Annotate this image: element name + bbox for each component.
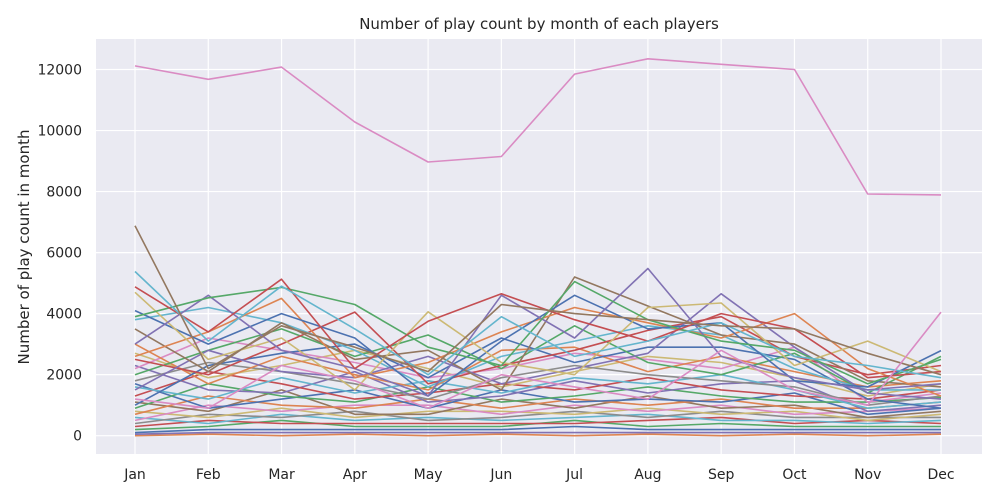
x-tick-label: Dec <box>927 467 954 483</box>
series-line-18 <box>134 361 942 407</box>
y-tick-label: 2000 <box>46 368 82 384</box>
y-axis-label: Number of play count in month <box>15 130 33 365</box>
x-tick-label: Jul <box>565 467 583 483</box>
x-tick-label: Feb <box>196 467 221 483</box>
y-tick-label: 8000 <box>46 185 82 201</box>
series-line-9 <box>134 297 942 397</box>
x-tick-label: Jun <box>489 467 512 483</box>
x-tick-label: Apr <box>343 467 367 483</box>
y-tick-label: 6000 <box>46 246 82 262</box>
series-line-15 <box>134 337 942 409</box>
x-tick-label: Jan <box>123 467 146 483</box>
series-line-10 <box>134 276 942 391</box>
series-line-1 <box>134 311 942 410</box>
series-line-35 <box>134 433 942 437</box>
chart-title: Number of play count by month of each pl… <box>359 15 719 33</box>
series-line-3 <box>134 270 942 379</box>
x-tick-label: Oct <box>782 467 807 483</box>
series-line-23 <box>134 382 942 409</box>
series-line-11 <box>134 292 942 400</box>
x-tick-label: Aug <box>634 467 661 483</box>
series-line-0 <box>134 57 942 196</box>
series-lines <box>134 57 942 437</box>
x-tick-labels: Jan Feb Mar Apr May Jun Jul Aug Sep Oct Nov Dec <box>123 467 954 483</box>
series-line-13 <box>134 311 942 385</box>
series-line-25 <box>134 395 942 416</box>
series-line-33 <box>134 425 941 434</box>
x-tick-label: May <box>414 467 443 483</box>
y-tick-label: 0 <box>73 429 82 445</box>
series-line-2 <box>134 225 942 376</box>
series-line-22 <box>134 364 942 413</box>
series-line-5 <box>134 280 942 385</box>
y-tick-label: 4000 <box>46 307 82 323</box>
series-line-29 <box>134 410 941 425</box>
series-line-31 <box>134 416 942 428</box>
series-line-30 <box>134 413 942 425</box>
y-tick-label: 12000 <box>37 63 82 79</box>
y-tick-labels: 0 2000 4000 6000 8000 10000 12000 <box>37 63 82 445</box>
series-line-27 <box>134 404 942 422</box>
x-tick-label: Mar <box>268 467 295 483</box>
x-tick-label: Nov <box>854 467 881 483</box>
series-line-34 <box>134 431 941 435</box>
series-line-4 <box>134 278 942 379</box>
y-tick-label: 10000 <box>37 124 82 140</box>
series-line-6 <box>134 267 942 397</box>
x-tick-label: Sep <box>708 467 735 483</box>
series-line-8 <box>134 294 942 397</box>
series-line-12 <box>134 306 941 391</box>
